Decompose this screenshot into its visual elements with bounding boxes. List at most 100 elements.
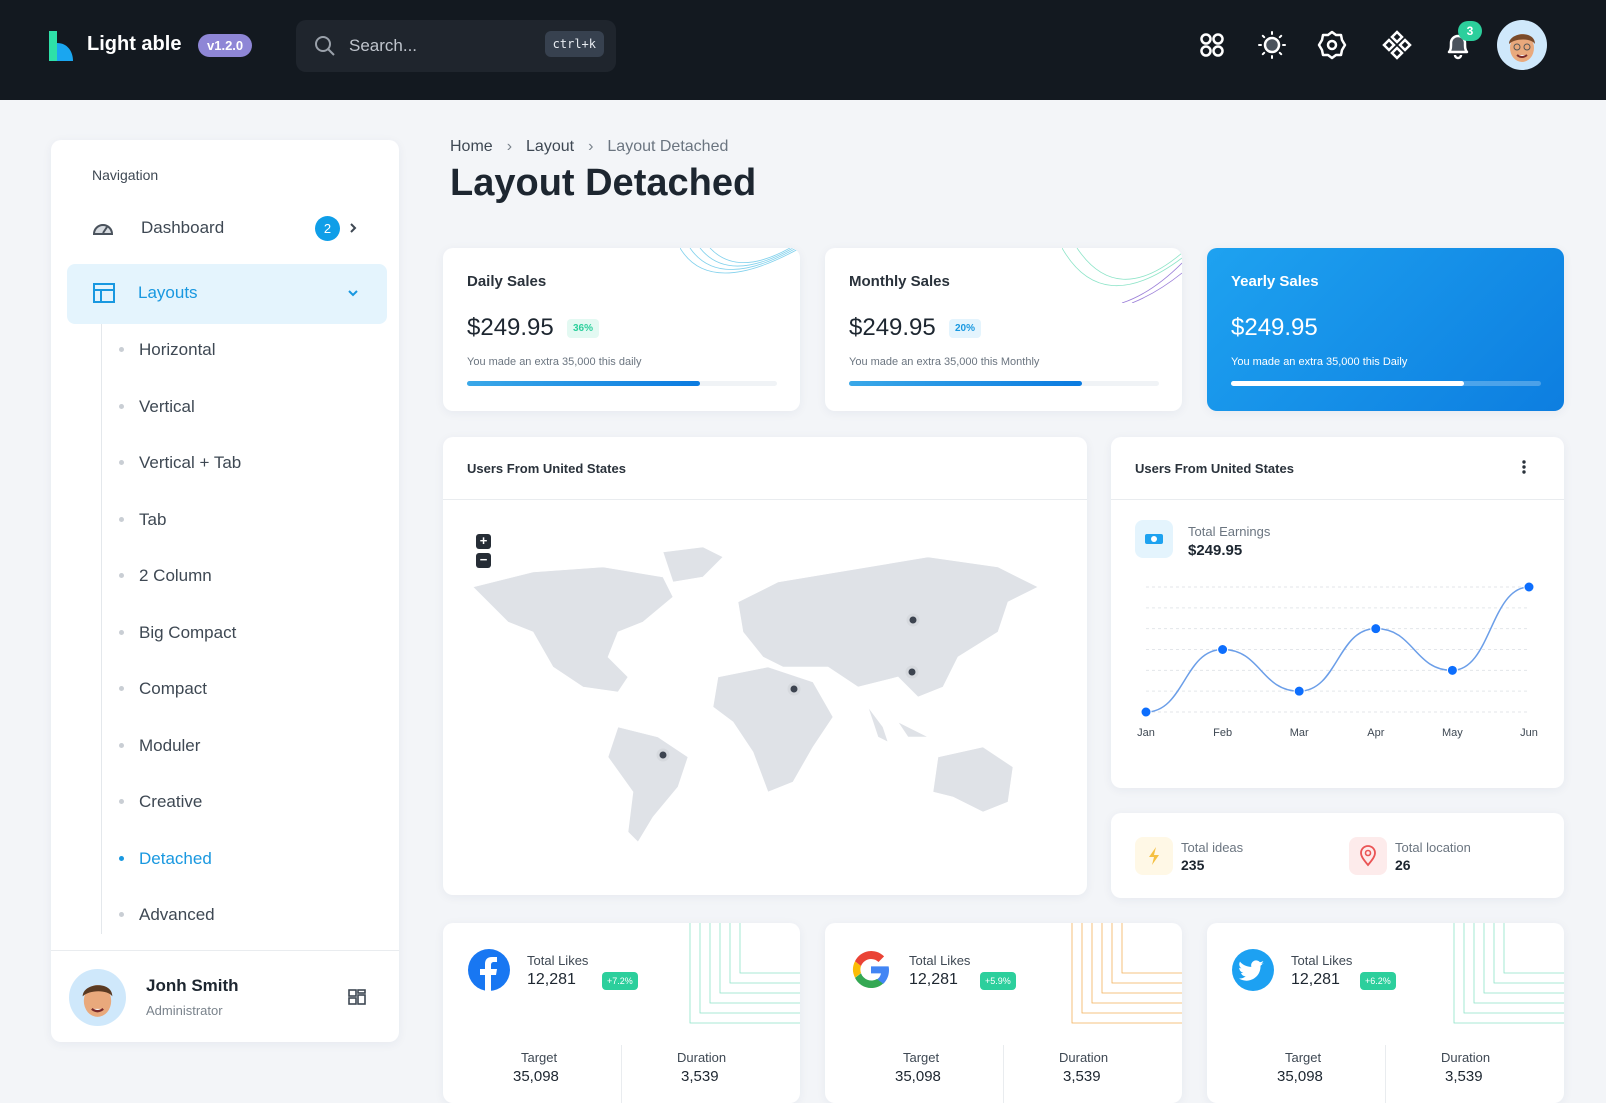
greenland <box>662 547 724 583</box>
likes-value: 12,281 <box>1291 971 1340 988</box>
sidebar-subitem-2-column[interactable]: 2 Column <box>117 556 377 596</box>
search-shortcut: ctrl+k <box>544 31 604 57</box>
sidebar-subitem-creative[interactable]: Creative <box>117 782 377 822</box>
layout-icon <box>93 283 115 303</box>
subitem-label: Detached <box>139 848 212 868</box>
card-title: Users From United States <box>1135 461 1294 476</box>
duration-label: Duration <box>677 1050 727 1065</box>
percent-badge: 36% <box>567 319 600 338</box>
sidebar-subitem-vertical-tab[interactable]: Vertical + Tab <box>117 443 377 483</box>
dashboard-label: Dashboard <box>141 218 225 237</box>
sidebar-subitem-horizontal[interactable]: Horizontal <box>117 330 377 370</box>
sidebar-subitem-tab[interactable]: Tab <box>117 500 377 540</box>
page-title: Layout Detached <box>450 162 757 204</box>
card-value: $249.95 <box>1231 314 1318 341</box>
decorative-waves <box>1062 248 1182 303</box>
series-line <box>1145 586 1530 713</box>
lightning-icon <box>1135 837 1173 875</box>
breadcrumb-layout[interactable]: Layout <box>526 138 575 155</box>
user-menu-icon[interactable] <box>348 989 366 1005</box>
sidebar-subitem-vertical[interactable]: Vertical <box>117 387 377 427</box>
card-title: Daily Sales <box>467 273 547 290</box>
gear-icon[interactable] <box>1317 30 1347 60</box>
daily-sales-card: Daily Sales $249.95 36% You made an extr… <box>443 248 800 411</box>
earnings-value: $249.95 <box>1188 542 1243 559</box>
bullet-icon <box>119 686 124 691</box>
progress-bar <box>467 381 777 386</box>
brand-name[interactable]: Light able <box>87 33 182 55</box>
subitem-label: Advanced <box>139 905 215 924</box>
submenu-line <box>101 324 102 934</box>
map-marker <box>787 682 801 696</box>
search-icon <box>315 36 335 56</box>
data-point[interactable] <box>1140 706 1152 718</box>
map-zoom-out[interactable]: − <box>476 553 491 568</box>
growth-badge: +7.2% <box>602 972 638 990</box>
south-america <box>607 726 689 843</box>
breadcrumb: Home › Layout › Layout Detached <box>450 138 742 156</box>
yearly-sales-card: Yearly Sales $249.95 You made an extra 3… <box>1207 248 1564 411</box>
data-point[interactable] <box>1217 644 1229 655</box>
growth-badge: +5.9% <box>980 972 1016 990</box>
monthly-sales-card: Monthly Sales $249.95 20% You made an ex… <box>825 248 1182 411</box>
sidebar-subitem-advanced[interactable]: Advanced <box>117 895 377 935</box>
progress-bar <box>1231 381 1541 386</box>
map-zoom-in[interactable]: + <box>476 534 491 549</box>
data-point[interactable] <box>1446 664 1458 676</box>
sun-icon[interactable] <box>1257 30 1287 60</box>
target-label: Target <box>521 1050 558 1065</box>
apps-icon[interactable] <box>1197 30 1227 60</box>
likes-label: Total Likes <box>527 953 589 968</box>
data-point[interactable] <box>1523 581 1535 593</box>
earnings-chart-card: Users From United States Total Earnings … <box>1111 437 1564 788</box>
subitem-label: Horizontal <box>139 340 216 359</box>
sidebar-subitem-detached[interactable]: Detached <box>117 839 377 879</box>
subitem-label: Tab <box>139 509 167 529</box>
sidebar: Navigation Dashboard 2 Layouts Horizonta… <box>51 140 399 1042</box>
map-marker <box>906 613 920 627</box>
stat-value: 235 <box>1181 857 1205 873</box>
data-point[interactable] <box>1293 685 1305 697</box>
duration-value: 3,539 <box>681 1068 719 1085</box>
sidebar-user: Jonh Smith Administrator <box>51 950 399 1042</box>
progress-bar <box>849 381 1159 386</box>
sidebar-subitem-compact[interactable]: Compact <box>117 669 377 709</box>
duration-value: 3,539 <box>1063 1068 1101 1085</box>
target-value: 35,098 <box>895 1068 941 1085</box>
likes-value: 12,281 <box>909 971 958 988</box>
stat-label: Total ideas <box>1181 840 1244 855</box>
subitem-label: 2 Column <box>139 566 212 585</box>
bullet-icon <box>119 742 124 748</box>
duration-label: Duration <box>1059 1050 1109 1065</box>
search-input[interactable]: Search... ctrl+k <box>296 20 616 72</box>
dashboard-badge: 2 <box>315 216 340 241</box>
user-avatar[interactable] <box>69 969 126 1026</box>
world-map[interactable] <box>468 547 1058 847</box>
sidebar-subitem-moduler[interactable]: Moduler <box>117 726 377 766</box>
card-title: Yearly Sales <box>1231 273 1319 290</box>
user-avatar[interactable] <box>1497 20 1547 70</box>
decorative-lines <box>1453 923 1564 1024</box>
card-note: You made an extra 35,000 this Monthly <box>849 356 1040 368</box>
africa <box>712 666 834 793</box>
line-chart: Jan Feb Mar Apr May Jun <box>1137 581 1538 739</box>
x-tick-label: Apr <box>1367 727 1384 739</box>
bullet-icon <box>119 855 124 861</box>
likes-label: Total Likes <box>1291 953 1353 968</box>
sidebar-subitem-big-compact[interactable]: Big Compact <box>117 613 377 653</box>
sidebar-item-dashboard[interactable]: Dashboard 2 <box>51 203 399 253</box>
breadcrumb-separator: › <box>506 138 513 155</box>
sidebar-item-layouts[interactable]: Layouts <box>67 264 387 324</box>
components-icon[interactable] <box>1382 30 1412 60</box>
chevron-down-icon <box>348 290 358 297</box>
chevron-right-icon <box>350 223 357 233</box>
facebook-icon <box>467 948 511 997</box>
data-point[interactable] <box>1370 623 1382 635</box>
more-vertical-icon[interactable] <box>1521 459 1527 475</box>
stats-card: Total ideas 235 Total location 26 <box>1111 813 1564 898</box>
breadcrumb-home[interactable]: Home <box>450 138 493 155</box>
stat-value: 26 <box>1395 857 1411 873</box>
subitem-label: Compact <box>139 679 208 698</box>
subitem-label: Vertical + Tab <box>139 453 242 472</box>
bullet-icon <box>119 573 124 578</box>
